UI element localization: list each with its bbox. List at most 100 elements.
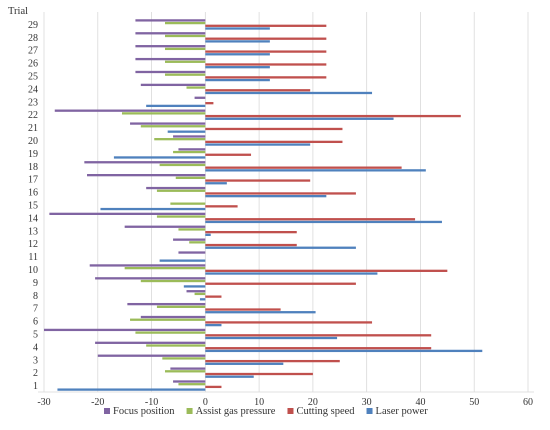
bar-laser-power-trial-14	[205, 220, 442, 224]
bar-focus-position-trial-8	[186, 290, 206, 293]
gridlines	[38, 12, 534, 393]
y-tick-label: 9	[33, 278, 38, 289]
y-tick-label: 2	[33, 368, 38, 379]
y-tick-label: 23	[28, 97, 38, 108]
bar-laser-power-trial-1	[57, 388, 206, 391]
bar-assist-gas-pressure-trial-24	[186, 86, 206, 89]
bar-assist-gas-pressure-trial-18	[159, 163, 206, 167]
y-tick-label: 6	[33, 317, 38, 328]
bar-laser-power-trial-20	[205, 143, 311, 146]
bar-laser-power-trial-5	[205, 336, 338, 340]
legend: Focus position Assist gas pressure Cutting…	[104, 406, 428, 417]
bar-laser-power-trial-2	[205, 375, 254, 378]
legend-label: Assist gas pressure	[196, 406, 276, 417]
bar-laser-power-trial-21	[167, 130, 206, 133]
bar-cutting-speed-trial-24	[205, 89, 311, 92]
y-tick-label: 8	[33, 291, 38, 302]
bar-focus-position-trial-1	[173, 380, 206, 383]
y-tick-label: 13	[28, 226, 38, 237]
y-tick-label: 16	[28, 188, 38, 199]
y-tick-label: 17	[28, 175, 38, 186]
bar-cutting-speed-trial-14	[205, 218, 416, 221]
y-tick-label: 27	[28, 46, 38, 57]
bar-focus-position-trial-17	[87, 174, 206, 177]
x-tick-label: 30	[362, 397, 372, 408]
bar-focus-position-trial-9	[95, 277, 206, 280]
x-tick-label: -10	[145, 397, 158, 408]
legend-item-focus-position: Focus position	[104, 406, 175, 417]
bar-assist-gas-pressure-trial-20	[154, 138, 206, 141]
bar-assist-gas-pressure-trial-16	[156, 189, 206, 192]
bar-assist-gas-pressure-trial-12	[189, 241, 206, 244]
bar-cutting-speed-trial-21	[205, 127, 343, 131]
bar-assist-gas-pressure-trial-28	[165, 34, 206, 38]
bar-cutting-speed-trial-1	[205, 385, 222, 389]
bar-assist-gas-pressure-trial-5	[135, 331, 206, 334]
y-tick-label: 25	[28, 72, 38, 83]
bar-laser-power-trial-3	[205, 362, 284, 365]
y-tick-label: 1	[33, 381, 38, 392]
bar-cutting-speed-trial-17	[205, 179, 311, 182]
bar-laser-power-trial-29	[205, 27, 270, 30]
legend-label: Cutting speed	[296, 406, 355, 417]
bar-cutting-speed-trial-5	[205, 334, 432, 337]
bar-assist-gas-pressure-trial-29	[165, 21, 206, 25]
bar-focus-position-trial-24	[140, 83, 206, 87]
bar-cutting-speed-trial-8	[205, 295, 222, 298]
bar-laser-power-trial-25	[205, 78, 270, 82]
y-tick-label: 10	[28, 265, 38, 276]
bar-laser-power-trial-4	[205, 349, 483, 353]
bar-laser-power-trial-7	[205, 311, 316, 314]
bar-laser-power-trial-16	[205, 195, 327, 198]
bar-assist-gas-pressure-trial-21	[140, 125, 206, 128]
bar-cutting-speed-trial-28	[205, 37, 327, 40]
y-tick-label: 4	[33, 342, 38, 353]
bar-focus-position-trial-11	[178, 251, 206, 254]
x-tick-label: -30	[37, 397, 50, 408]
legend-swatch	[287, 408, 294, 414]
x-tick-label: 10	[254, 397, 264, 408]
legend-item-laser-power: Laser power	[366, 406, 428, 417]
bar-cutting-speed-trial-25	[205, 76, 327, 79]
y-tick-label: 20	[28, 136, 38, 147]
bar-cutting-speed-trial-4	[205, 347, 432, 350]
bar-focus-position-trial-7	[127, 302, 206, 306]
x-tick-label: 50	[469, 397, 479, 408]
bar-focus-position-trial-23	[194, 96, 206, 99]
bar-laser-power-trial-28	[205, 40, 270, 43]
y-tick-label: 11	[28, 252, 38, 263]
bar-assist-gas-pressure-trial-26	[165, 60, 206, 63]
legend-item-assist-gas-pressure: Assist gas pressure	[186, 406, 276, 417]
legend-swatch	[366, 408, 373, 414]
bar-focus-position-trial-19	[178, 148, 206, 151]
bar-focus-position-trial-10	[89, 264, 206, 267]
bar-laser-power-trial-11	[159, 259, 206, 262]
bar-cutting-speed-trial-7	[205, 308, 281, 311]
bar-assist-gas-pressure-trial-13	[178, 228, 206, 231]
bar-assist-gas-pressure-trial-1	[178, 383, 206, 386]
bar-laser-power-trial-8	[199, 298, 206, 301]
bar-cutting-speed-trial-27	[205, 50, 327, 53]
bar-laser-power-trial-26	[205, 66, 270, 69]
legend-swatch	[104, 408, 110, 414]
bars	[44, 19, 483, 391]
x-tick-label: 0	[203, 397, 208, 408]
bar-focus-position-trial-13	[124, 225, 206, 228]
y-tick-label: 26	[28, 59, 38, 70]
bar-focus-position-trial-26	[135, 57, 206, 61]
y-tick-label: 14	[28, 213, 38, 224]
bar-assist-gas-pressure-trial-17	[175, 176, 206, 180]
bar-focus-position-trial-21	[130, 122, 206, 125]
bar-laser-power-trial-22	[205, 117, 394, 120]
bar-cutting-speed-trial-3	[205, 359, 340, 363]
bar-focus-position-trial-16	[146, 186, 206, 190]
bar-assist-gas-pressure-trial-6	[130, 318, 206, 321]
bar-cutting-speed-trial-29	[205, 24, 327, 27]
bar-focus-position-trial-4	[95, 341, 206, 344]
bar-laser-power-trial-12	[205, 246, 356, 249]
x-tick-label: -20	[91, 397, 104, 408]
bar-assist-gas-pressure-trial-27	[165, 47, 206, 51]
bar-assist-gas-pressure-trial-8	[194, 292, 206, 296]
bar-cutting-speed-trial-10	[205, 269, 448, 272]
